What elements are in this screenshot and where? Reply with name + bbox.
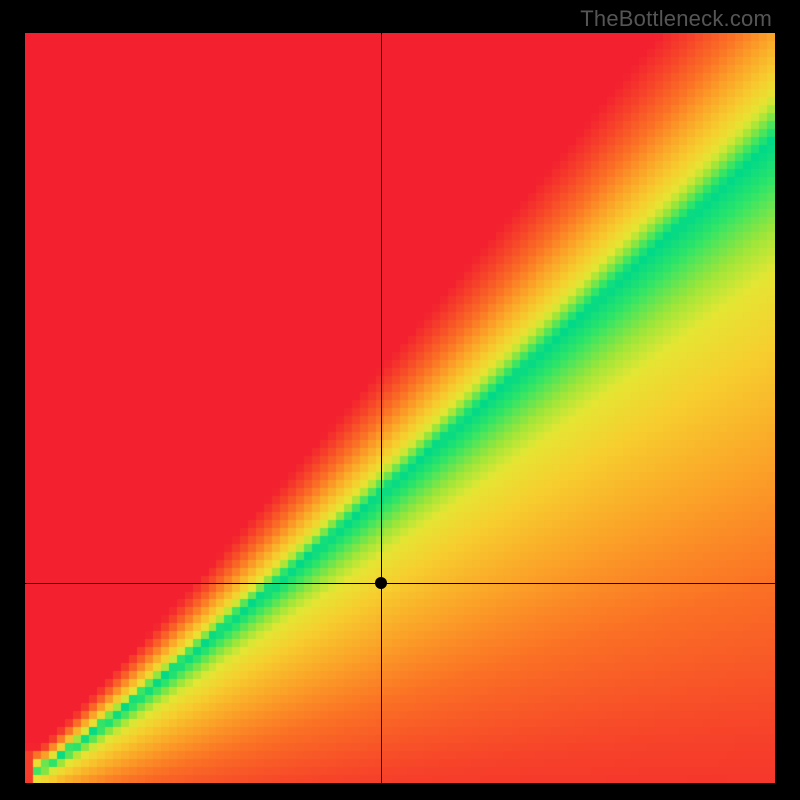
crosshair-vertical bbox=[381, 33, 382, 783]
heatmap-canvas bbox=[25, 33, 775, 783]
crosshair-horizontal bbox=[25, 583, 775, 584]
target-marker bbox=[375, 577, 387, 589]
watermark-text: TheBottleneck.com bbox=[580, 6, 772, 32]
heatmap-plot bbox=[25, 33, 775, 783]
plot-frame bbox=[25, 33, 775, 783]
